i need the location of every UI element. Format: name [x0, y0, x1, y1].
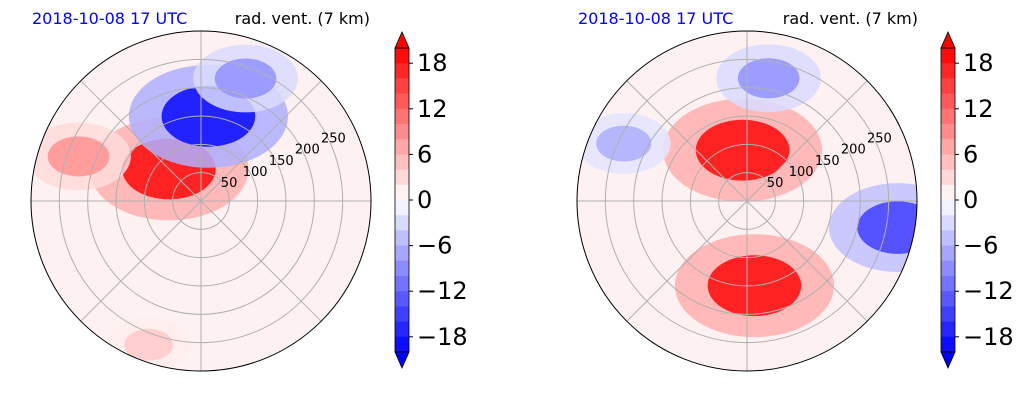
azimuth-line	[80, 200, 202, 322]
panel-variable-title: rad. vent. (7 km)	[235, 9, 370, 28]
colorbar-level	[941, 336, 955, 353]
radar-panel-1: 2018-10-08 17 UTC rad. vent. (7 km)501001…	[30, 9, 468, 372]
colorbar-level	[395, 169, 409, 186]
colorbar-level	[941, 245, 955, 262]
range-ring-label: 100	[789, 165, 814, 180]
field-core-2	[695, 119, 790, 181]
colorbar-tick-label: 0	[417, 186, 432, 214]
range-ring-label: 50	[767, 176, 784, 191]
colorbar-level	[941, 93, 955, 110]
colorbar-tick-label: 12	[963, 95, 994, 123]
colorbar-level	[941, 200, 955, 216]
range-ring-label: 100	[243, 165, 268, 180]
polar-boundary	[30, 30, 372, 372]
colorbar-level	[395, 124, 409, 140]
colorbar-level	[395, 260, 409, 277]
range-ring-label: 250	[867, 132, 892, 147]
colorbar-tick-label: −6	[963, 232, 998, 260]
colorbar-level	[395, 63, 409, 79]
azimuth-line	[200, 80, 322, 202]
colorbar-level	[941, 260, 955, 277]
colorbar-tick-label: 0	[963, 186, 978, 214]
colorbar: 18 12 6 0 −6 −12 −18	[394, 31, 468, 369]
colorbar-level	[941, 154, 955, 171]
range-ring-label: 50	[221, 176, 238, 191]
colorbar-level	[941, 230, 955, 247]
colorbar-extend-max	[394, 31, 410, 49]
colorbar-tick-label: −12	[417, 277, 468, 305]
colorbar-tick-label: −12	[963, 277, 1014, 305]
colorbar-tick-label: 18	[963, 49, 994, 77]
colorbar-level	[395, 48, 409, 64]
colorbar-level	[395, 321, 409, 338]
azimuth-line	[626, 80, 748, 202]
colorbar-level	[395, 336, 409, 353]
polar-boundary	[576, 30, 918, 372]
colorbar-level	[941, 48, 955, 64]
range-ring-label: 200	[841, 143, 866, 158]
colorbar-level	[395, 245, 409, 262]
colorbar-tick-label: −18	[417, 323, 468, 351]
colorbar-extend-min	[940, 351, 956, 369]
colorbar-level	[941, 124, 955, 140]
colorbar-level	[941, 63, 955, 79]
colorbar-tick-label: 18	[417, 49, 448, 77]
radar-panel-2: 2018-10-08 17 UTC rad. vent. (7 km)501001…	[576, 9, 1014, 372]
colorbar-level	[941, 139, 955, 155]
colorbar-level	[395, 200, 409, 216]
colorbar-level	[395, 184, 409, 201]
azimuth-line	[626, 200, 748, 322]
colorbar-level	[395, 276, 409, 292]
azimuth-line	[746, 200, 868, 322]
colorbar-level	[941, 306, 955, 323]
colorbar-level	[941, 215, 955, 231]
colorbar-level	[941, 169, 955, 186]
field-core-2	[47, 136, 110, 177]
panel-date-title: 2018-10-08 17 UTC	[578, 9, 733, 28]
colorbar-level	[941, 291, 955, 307]
colorbar-level	[395, 108, 409, 125]
range-ring-label: 150	[815, 154, 840, 169]
field-core-4	[857, 201, 917, 254]
colorbar-level	[395, 230, 409, 247]
colorbar-level	[395, 139, 409, 155]
colorbar-level	[941, 321, 955, 338]
panel-date-title: 2018-10-08 17 UTC	[32, 9, 187, 28]
panel-variable-title: rad. vent. (7 km)	[783, 9, 918, 28]
colorbar-level	[395, 215, 409, 231]
colorbar: 18 12 6 0 −6 −12 −18	[940, 31, 1014, 369]
range-ring-label: 250	[321, 132, 346, 147]
colorbar-level	[395, 291, 409, 307]
colorbar-level	[941, 184, 955, 201]
colorbar-extend-max	[940, 31, 956, 49]
range-ring-label: 150	[269, 154, 294, 169]
azimuth-line	[200, 200, 322, 322]
colorbar-level	[941, 78, 955, 95]
field-core-4	[214, 58, 277, 99]
colorbar-level	[395, 93, 409, 110]
colorbar-tick-label: −6	[417, 232, 452, 260]
colorbar-tick-label: 6	[417, 140, 432, 168]
colorbar-tick-label: 12	[417, 95, 448, 123]
colorbar-level	[395, 306, 409, 323]
colorbar-level	[395, 78, 409, 95]
azimuth-line	[80, 80, 202, 202]
colorbar-level	[941, 108, 955, 125]
colorbar-tick-label: −18	[963, 323, 1014, 351]
colorbar-tick-label: 6	[963, 140, 978, 168]
colorbar-level	[941, 276, 955, 292]
azimuth-line	[746, 80, 868, 202]
field-core-5	[596, 125, 652, 162]
colorbar-extend-min	[394, 351, 410, 369]
range-ring-label: 200	[295, 143, 320, 158]
colorbar-level	[395, 154, 409, 171]
